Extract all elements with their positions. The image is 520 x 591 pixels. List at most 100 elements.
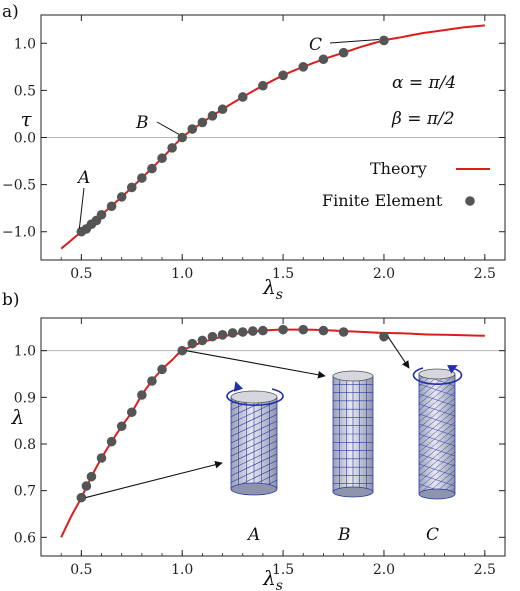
fe-point bbox=[157, 364, 167, 375]
panel-b-frame bbox=[40, 317, 506, 557]
twist-arrow-a-head bbox=[233, 381, 243, 392]
legend-theory-label: Theory bbox=[370, 159, 427, 178]
x-tick-label: 1.0 bbox=[171, 562, 193, 578]
mesh-line bbox=[419, 266, 455, 296]
param-alpha: α = π/4 bbox=[392, 73, 456, 93]
mesh-line bbox=[419, 385, 455, 417]
mesh-line bbox=[419, 572, 455, 591]
mesh-line bbox=[419, 463, 455, 477]
cylinder-c-base bbox=[418, 488, 456, 500]
fe-point bbox=[96, 209, 107, 220]
mesh-line bbox=[419, 290, 455, 320]
x-tick-label: 2.5 bbox=[474, 266, 496, 282]
mesh-line bbox=[231, 433, 277, 457]
fe-point bbox=[157, 153, 167, 164]
mesh-line bbox=[419, 554, 455, 584]
mesh-line bbox=[419, 224, 455, 254]
y-tick-label: 1.0 bbox=[14, 36, 36, 52]
mesh-line bbox=[419, 296, 455, 326]
mesh-line bbox=[231, 362, 277, 384]
fe-point bbox=[338, 327, 349, 337]
y-tick-label: −0.5 bbox=[2, 178, 36, 194]
cylinder-c-helical-grid bbox=[419, 224, 455, 591]
fe-point bbox=[197, 117, 208, 128]
twist-arrow-a bbox=[226, 388, 284, 406]
mesh-line bbox=[419, 409, 455, 441]
mesh-line bbox=[419, 230, 455, 260]
y-tick-label: 1.0 bbox=[14, 344, 36, 360]
mesh-line bbox=[419, 379, 455, 411]
y-tick-label: 0.6 bbox=[14, 530, 36, 546]
mesh-line bbox=[231, 420, 277, 444]
y-tick-label: 0.0 bbox=[14, 131, 36, 147]
mesh-line bbox=[419, 453, 455, 467]
mesh-line bbox=[419, 354, 455, 366]
pointer-arrow-c bbox=[387, 336, 410, 369]
cylinder-b-top bbox=[332, 370, 374, 382]
mesh-line bbox=[419, 326, 455, 356]
annotation-leader-c bbox=[329, 38, 379, 44]
inset-label-a: A bbox=[246, 525, 260, 545]
mesh-line bbox=[419, 445, 455, 477]
mesh-line bbox=[419, 415, 455, 447]
annotation-leader-b bbox=[156, 121, 180, 135]
mesh-line bbox=[419, 427, 455, 459]
fe-point bbox=[147, 163, 157, 174]
mesh-line bbox=[231, 303, 277, 325]
pointer-arrow-a bbox=[85, 460, 223, 499]
fe-point bbox=[106, 201, 117, 212]
fe-point bbox=[237, 92, 248, 102]
cylinder-b: B bbox=[332, 370, 374, 545]
x-tick-label: 0.5 bbox=[70, 266, 92, 282]
fe-point bbox=[126, 407, 137, 418]
twist-arrow-c bbox=[412, 367, 463, 385]
mesh-line bbox=[419, 433, 455, 465]
mesh-line bbox=[419, 391, 455, 423]
mesh-line bbox=[419, 272, 455, 302]
mesh-line bbox=[419, 248, 455, 278]
mesh-line bbox=[231, 460, 277, 483]
fe-point bbox=[227, 328, 238, 338]
fe-point bbox=[197, 335, 208, 346]
mesh-line bbox=[419, 294, 455, 306]
cylinder-a-top bbox=[230, 390, 278, 404]
fe-point bbox=[177, 345, 188, 356]
mesh-line bbox=[419, 560, 455, 590]
mesh-line bbox=[231, 336, 277, 358]
mesh-line bbox=[419, 443, 455, 457]
cylinder-a-helical-grid bbox=[231, 303, 277, 515]
y-tick-label: 0.8 bbox=[14, 437, 36, 453]
fe-point bbox=[318, 325, 329, 336]
cylinder-c: C bbox=[412, 224, 463, 591]
fe-point bbox=[379, 331, 389, 342]
fe-point bbox=[187, 338, 198, 349]
mesh-line bbox=[419, 278, 455, 308]
inset-label-b: B bbox=[337, 525, 351, 545]
fe-point bbox=[116, 192, 127, 202]
fe-point bbox=[81, 481, 92, 491]
mesh-line bbox=[419, 578, 455, 591]
x-tick-label: 0.5 bbox=[70, 562, 92, 578]
mesh-line bbox=[231, 493, 277, 515]
mesh-line bbox=[419, 338, 455, 368]
mesh-line bbox=[419, 566, 455, 591]
fe-point bbox=[248, 326, 258, 336]
mesh-line bbox=[419, 584, 455, 591]
mesh-line bbox=[231, 342, 277, 364]
mesh-line bbox=[419, 564, 455, 576]
mesh-line bbox=[419, 413, 455, 427]
panel-a-tick-labels: 0.5 1.0 1.5 2.0 2.5 −1.0 −0.5 0.0 0.5 1.0 bbox=[2, 36, 496, 282]
mesh-line bbox=[231, 447, 277, 470]
fe-point bbox=[207, 111, 218, 121]
fe-point bbox=[298, 324, 309, 335]
mesh-line bbox=[419, 457, 455, 489]
mesh-line bbox=[419, 374, 455, 405]
mesh-line bbox=[419, 403, 455, 417]
param-beta: β = π/2 bbox=[391, 109, 455, 129]
y-tick-label: 0.7 bbox=[14, 484, 36, 500]
fe-point bbox=[258, 80, 268, 91]
fe-point bbox=[298, 62, 309, 72]
twist-arrow-c-head bbox=[446, 365, 458, 374]
mesh-line bbox=[419, 542, 455, 572]
